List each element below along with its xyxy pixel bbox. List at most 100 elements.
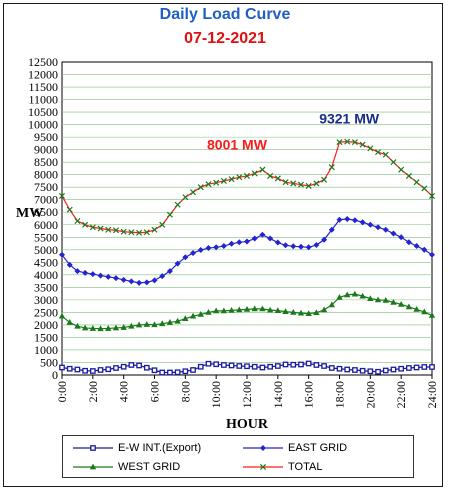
data-point-east-grid <box>74 268 81 275</box>
data-point-west-grid <box>266 306 274 313</box>
legend-item-east-grid: EAST GRID <box>241 439 347 457</box>
data-point-total <box>305 182 312 189</box>
data-point-west-grid <box>405 303 413 310</box>
data-point-west-grid <box>344 291 351 298</box>
y-tick-label: 6000 <box>34 218 58 232</box>
data-point-ew-int-export <box>251 363 258 370</box>
data-point-west-grid <box>81 324 89 331</box>
data-point-east-grid <box>105 273 112 280</box>
y-tick-label: 4500 <box>34 255 58 269</box>
series-total <box>58 138 436 236</box>
data-point-west-grid <box>421 308 428 315</box>
peak-annotation: 8001 MW <box>207 136 268 152</box>
data-point-west-grid <box>159 320 166 327</box>
data-point-east-grid <box>251 235 258 242</box>
data-point-ew-int-export <box>282 361 289 368</box>
data-point-total <box>205 181 212 188</box>
peak-annotation: 9321 MW <box>319 111 380 127</box>
data-point-west-grid <box>74 322 81 329</box>
legend-item-ew-int-export: E-W INT.(Export) <box>71 439 201 457</box>
x-tick-label: 4:00 <box>117 381 131 402</box>
data-point-east-grid <box>120 276 127 283</box>
data-point-east-grid <box>421 246 428 253</box>
data-point-west-grid <box>128 322 135 329</box>
data-point-east-grid <box>344 216 351 223</box>
data-point-west-grid <box>313 309 320 316</box>
data-point-ew-int-export <box>236 363 243 369</box>
y-tick-label: 12500 <box>28 55 58 69</box>
data-point-east-grid <box>174 260 181 267</box>
data-point-total <box>405 172 412 179</box>
y-tick-label: 3500 <box>34 280 58 294</box>
data-point-total <box>213 179 220 186</box>
data-point-total <box>375 149 382 156</box>
series-west-grid <box>58 290 436 332</box>
chart-frame <box>3 3 443 487</box>
y-axis-label: MW <box>16 206 43 221</box>
data-point-total <box>243 172 251 179</box>
data-point-east-grid <box>297 243 304 250</box>
data-point-west-grid <box>243 305 251 312</box>
data-point-west-grid <box>143 321 150 327</box>
data-point-east-grid <box>236 239 243 246</box>
data-point-west-grid <box>390 298 397 305</box>
data-point-total <box>282 179 289 186</box>
data-point-west-grid <box>305 310 312 317</box>
y-tick-label: 11500 <box>28 80 58 94</box>
y-tick-label: 7500 <box>34 180 58 194</box>
legend-label: WEST GRID <box>118 461 181 473</box>
data-point-total <box>344 138 351 145</box>
data-point-west-grid <box>359 292 366 299</box>
data-point-west-grid <box>336 293 343 300</box>
data-point-ew-int-export <box>205 360 212 367</box>
data-point-total <box>120 228 127 235</box>
y-tick-label: 12000 <box>28 68 58 82</box>
data-point-east-grid <box>359 219 366 226</box>
data-point-west-grid <box>182 315 189 322</box>
legend-marker <box>260 445 266 451</box>
data-point-east-grid <box>89 271 96 278</box>
series-east-grid <box>59 216 435 286</box>
data-point-east-grid <box>429 251 435 258</box>
x-tick-label: 20:00 <box>363 381 377 408</box>
data-point-ew-int-export <box>352 367 358 373</box>
data-point-west-grid <box>236 306 243 313</box>
data-point-ew-int-export <box>190 367 196 373</box>
data-point-ew-int-export <box>228 362 235 369</box>
data-point-east-grid <box>336 216 343 223</box>
y-tick-label: 7000 <box>34 193 58 207</box>
y-axis-ticks: 0500100015002000250030003500400045005000… <box>28 55 58 382</box>
data-point-total <box>143 229 150 236</box>
data-point-total <box>151 226 158 233</box>
data-point-west-grid <box>374 296 382 303</box>
data-point-ew-int-export <box>367 368 374 375</box>
data-point-east-grid <box>413 243 420 250</box>
data-point-ew-int-export <box>429 364 435 370</box>
data-point-east-grid <box>375 224 382 231</box>
legend-swatch <box>73 445 113 451</box>
data-point-total <box>97 225 104 232</box>
data-point-ew-int-export <box>89 368 96 374</box>
data-point-west-grid <box>97 325 104 332</box>
data-point-west-grid <box>220 307 228 314</box>
data-point-west-grid <box>197 311 204 317</box>
data-point-ew-int-export <box>174 369 181 376</box>
data-point-total <box>112 227 119 234</box>
data-point-west-grid <box>328 301 335 308</box>
data-point-east-grid <box>382 226 389 233</box>
data-point-ew-int-export <box>66 365 73 372</box>
data-point-ew-int-export <box>290 361 297 368</box>
data-point-east-grid <box>290 243 297 250</box>
x-tick-label: 12:00 <box>240 381 254 408</box>
data-point-east-grid <box>82 269 89 276</box>
data-point-ew-int-export <box>298 361 304 368</box>
data-point-ew-int-export <box>244 363 250 370</box>
x-tick-label: 16:00 <box>302 381 316 408</box>
data-point-west-grid <box>174 317 181 324</box>
x-tick-label: 0:00 <box>55 381 69 402</box>
data-point-total <box>251 170 258 177</box>
data-point-east-grid <box>228 240 235 247</box>
data-point-total <box>89 224 96 231</box>
data-point-east-grid <box>112 275 119 282</box>
data-point-ew-int-export <box>336 365 343 372</box>
